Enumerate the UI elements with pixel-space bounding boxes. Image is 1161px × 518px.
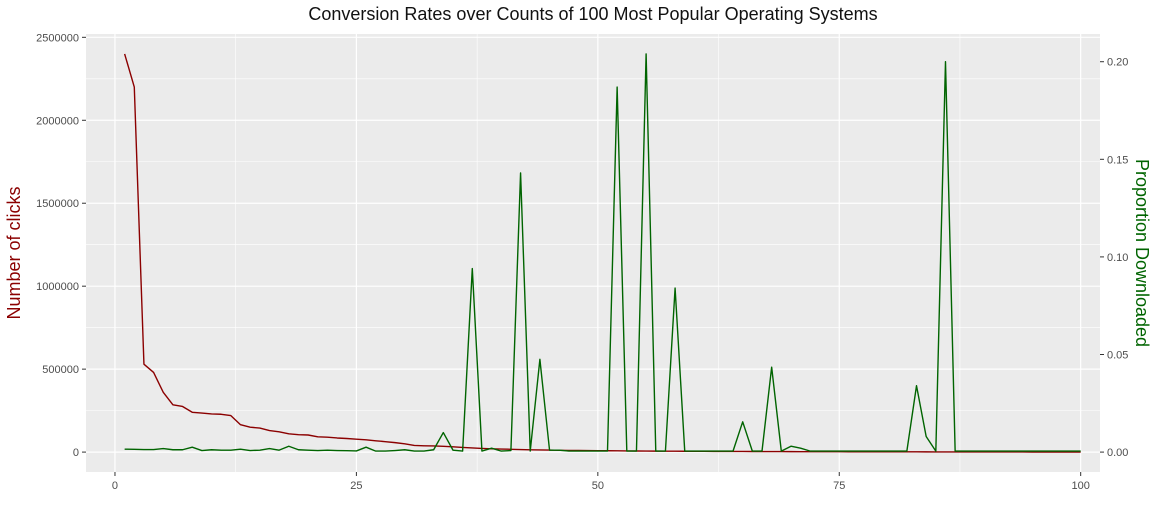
y-tick-label: 1000000 <box>36 281 79 293</box>
proportion-series-line <box>124 53 1081 452</box>
major-gridlines <box>86 34 1100 472</box>
y2-tick-label: 0.10 <box>1107 252 1128 264</box>
x-tick-label: 100 <box>1072 480 1090 492</box>
right-y-axis: 0.00 0.05 0.10 0.15 0.20 <box>1100 57 1128 459</box>
y-tick-label: 1500000 <box>36 198 79 210</box>
x-tick-label: 0 <box>112 480 118 492</box>
y2-tick-label: 0.05 <box>1107 349 1128 361</box>
y-tick-label: 500000 <box>42 364 79 376</box>
y-tick-label: 2500000 <box>36 32 79 44</box>
x-tick-label: 75 <box>833 480 845 492</box>
plot-panel <box>86 34 1100 472</box>
minor-gridlines <box>86 34 1100 472</box>
chart-title: Conversion Rates over Counts of 100 Most… <box>308 4 877 24</box>
y2-tick-label: 0.00 <box>1107 447 1128 459</box>
y-axis-title: Number of clicks <box>4 186 24 319</box>
y2-axis-title: Proportion Downloaded <box>1132 159 1152 347</box>
y2-tick-label: 0.20 <box>1107 57 1128 69</box>
x-axis: 0 25 50 75 100 <box>112 472 1090 492</box>
x-tick-label: 25 <box>350 480 362 492</box>
left-y-axis: 0 500000 1000000 1500000 2000000 2500000 <box>36 32 86 459</box>
x-tick-label: 50 <box>592 480 604 492</box>
series-layer <box>123 53 1081 453</box>
y-tick-label: 0 <box>73 447 79 459</box>
y-tick-label: 2000000 <box>36 115 79 127</box>
y2-tick-label: 0.15 <box>1107 154 1128 166</box>
